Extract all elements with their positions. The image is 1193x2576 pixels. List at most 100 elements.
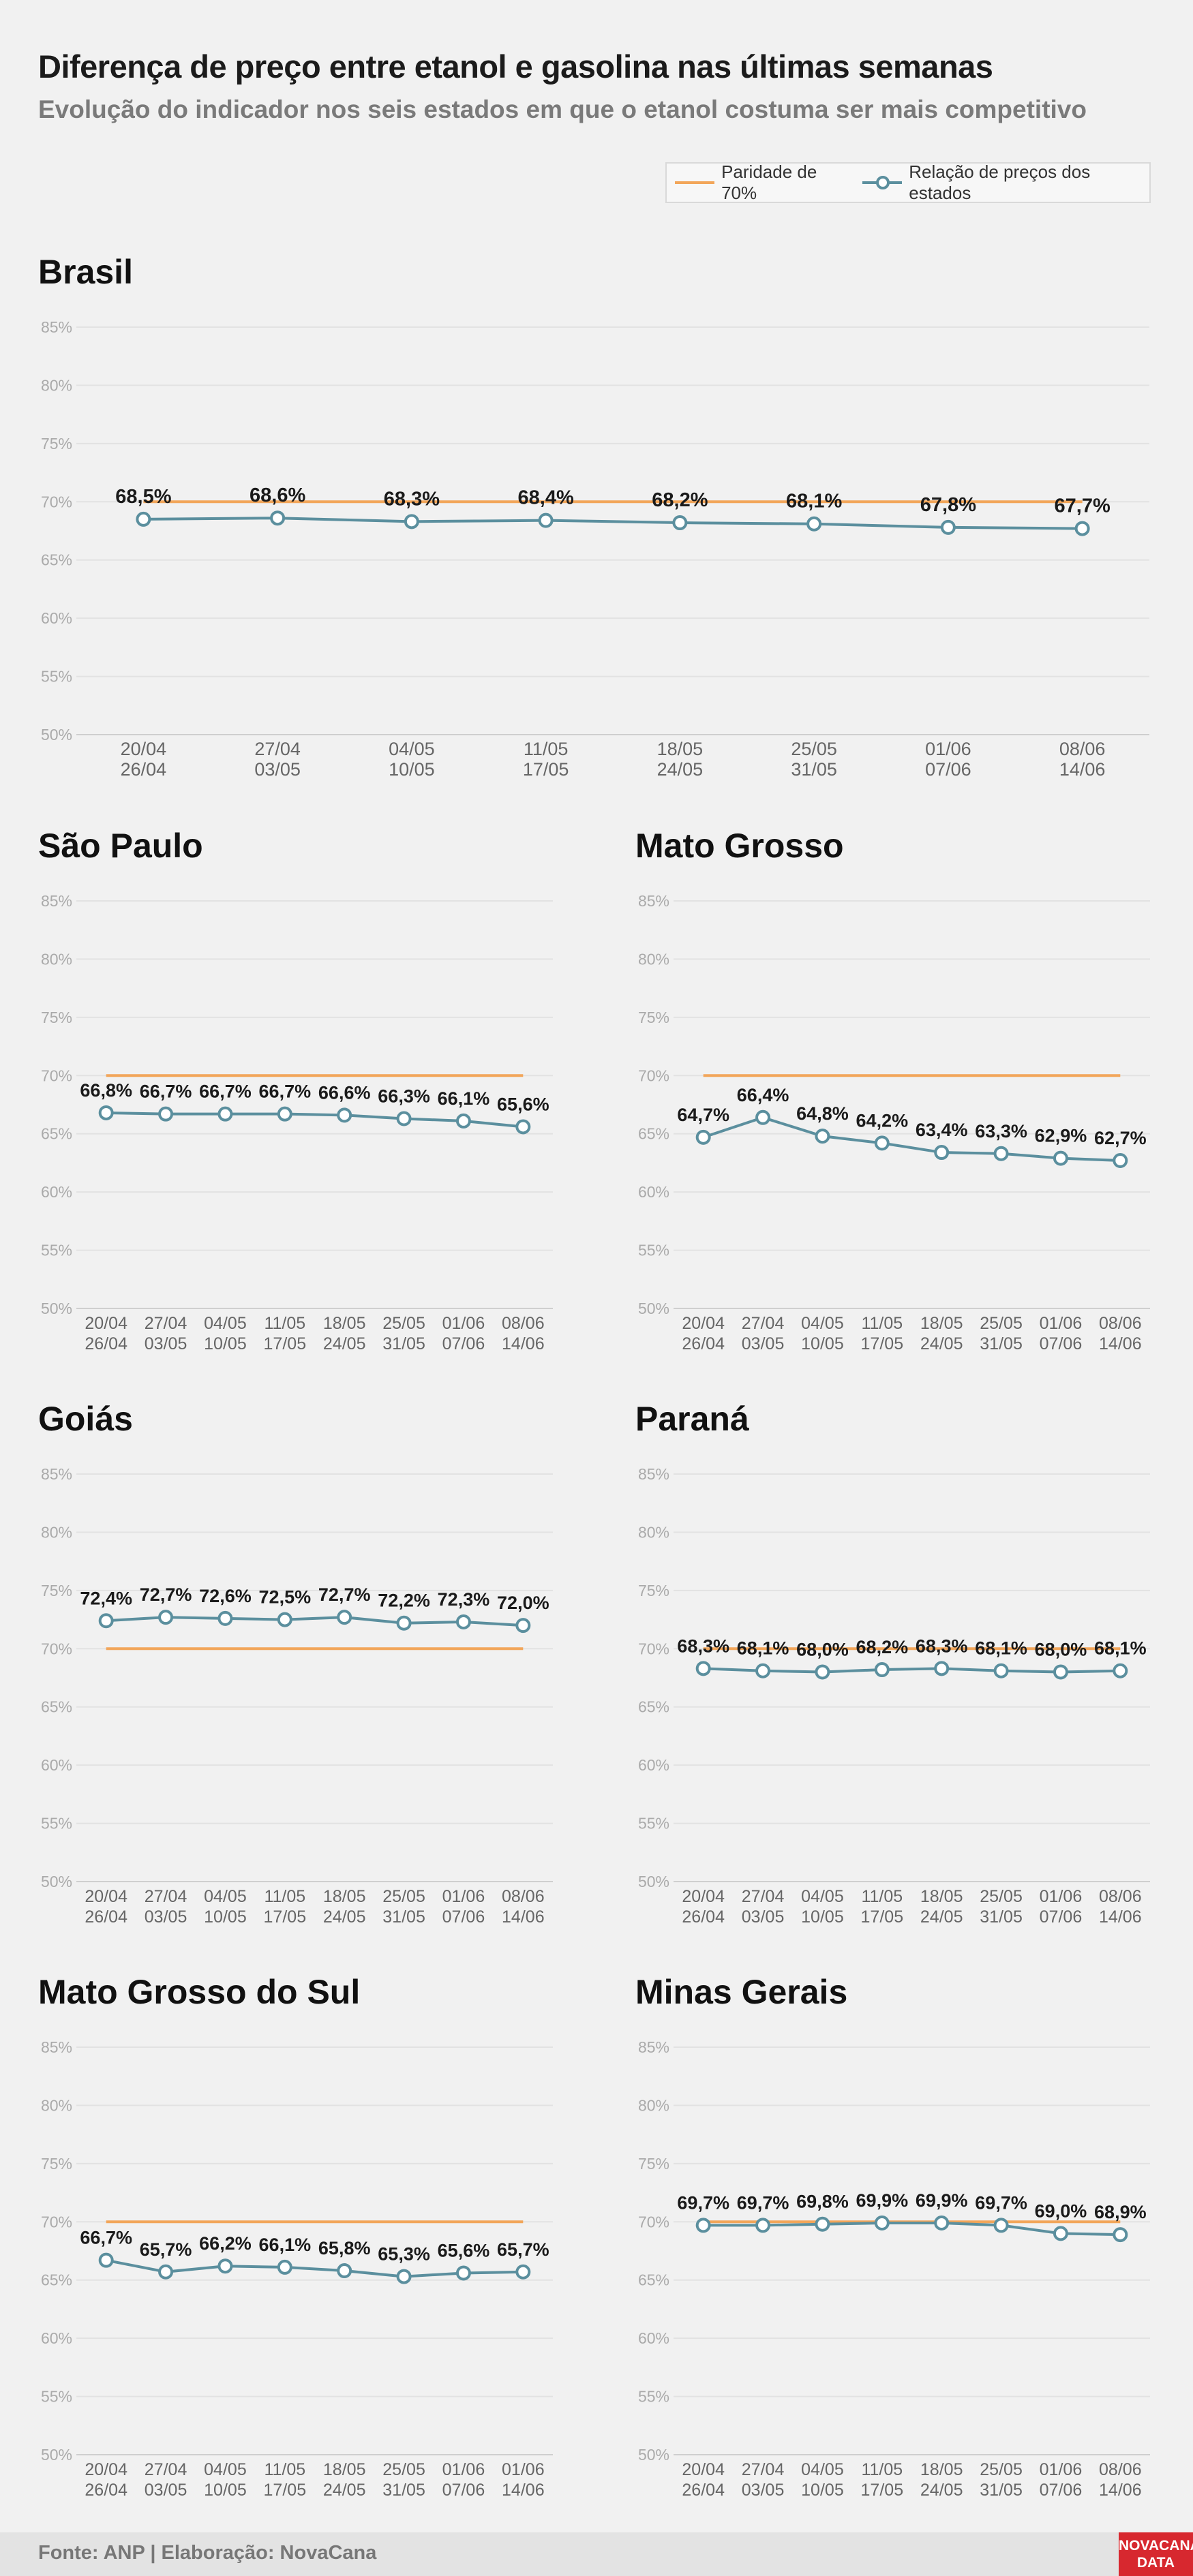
- data-point: [755, 1663, 771, 1678]
- y-tick-label: 70%: [41, 2213, 72, 2230]
- chart-legend: Paridade de 70% Relação de preços dos es…: [665, 162, 1151, 203]
- legend-item-parity: Paridade de 70%: [675, 162, 853, 204]
- y-tick-label: 60%: [638, 2329, 669, 2347]
- data-point: [874, 1135, 890, 1151]
- x-tick-line: 07/06: [442, 1334, 485, 1353]
- x-tick-label: 11/05 17/05: [523, 739, 569, 780]
- y-tick-label: 75%: [638, 1582, 669, 1599]
- data-point: [515, 1618, 531, 1634]
- legend-item-series: Relação de preços dos estados: [862, 162, 1149, 204]
- data-label: 68,9%: [1094, 2202, 1147, 2222]
- x-tick-line: 11/05: [861, 2460, 903, 2479]
- data-point: [217, 1610, 233, 1626]
- y-tick-label: 55%: [41, 1242, 72, 1259]
- y-tick-label: 70%: [41, 1067, 72, 1084]
- chart-goias: Goiás 50% 55% 60% 65% 70% 75% 80% 85% 20/04 26/04…: [38, 1399, 567, 1944]
- x-tick-line: 14/06: [1099, 1907, 1142, 1927]
- x-tick-line: 17/05: [523, 759, 569, 780]
- data-label: 62,9%: [1035, 1126, 1087, 1146]
- x-tick-label: 08/06 14/06: [1099, 1887, 1142, 1927]
- data-label: 66,1%: [438, 1088, 490, 1109]
- data-label: 65,7%: [140, 2239, 192, 2260]
- data-label: 68,6%: [250, 485, 305, 506]
- chart-sao-paulo: São Paulo 50% 55% 60% 65% 70% 75% 80% 85% 20/04 2…: [38, 826, 567, 1371]
- x-tick-label: 27/04 03/05: [145, 2460, 187, 2500]
- y-tick-label: 80%: [41, 376, 72, 394]
- x-tick-line: 31/05: [980, 2481, 1023, 2500]
- x-tick-line: 18/05: [323, 1314, 366, 1333]
- x-tick-line: 14/06: [502, 1907, 545, 1927]
- logo-line-1: NOVACANA: [1119, 2538, 1193, 2554]
- x-tick-line: 08/06: [1099, 2460, 1142, 2479]
- x-tick-label: 01/06 07/06: [925, 739, 971, 780]
- data-point: [806, 516, 822, 532]
- x-tick-line: 17/05: [264, 1334, 307, 1353]
- novacana-data-logo: NOVACANA DATA: [1119, 2532, 1193, 2576]
- data-label: 69,0%: [1035, 2201, 1087, 2221]
- data-label: 69,9%: [916, 2190, 968, 2211]
- data-label: 68,5%: [115, 486, 171, 508]
- chart-title: Brasil: [38, 253, 133, 291]
- y-tick-label: 65%: [638, 1125, 669, 1143]
- x-tick-label: 11/05 17/05: [264, 2460, 307, 2500]
- x-tick-line: 27/04: [742, 1887, 785, 1906]
- x-tick-line: 14/06: [502, 2481, 545, 2500]
- y-tick-label: 75%: [41, 1582, 72, 1599]
- y-tick-label: 85%: [638, 892, 669, 910]
- data-label: 66,4%: [737, 1085, 789, 1105]
- x-tick-line: 14/06: [502, 1334, 545, 1353]
- x-tick-line: 03/05: [742, 1334, 785, 1353]
- x-tick-label: 08/06 14/06: [502, 1314, 545, 1353]
- x-tick-line: 10/05: [801, 2481, 844, 2500]
- x-tick-line: 01/06: [442, 2460, 485, 2479]
- y-tick-label: 65%: [638, 2271, 669, 2289]
- data-label: 66,6%: [318, 1082, 371, 1103]
- x-tick-line: 20/04: [682, 1887, 725, 1906]
- data-label: 68,2%: [652, 489, 708, 511]
- x-tick-line: 24/05: [323, 1334, 366, 1353]
- x-tick-line: 01/06: [442, 1887, 485, 1906]
- data-point: [695, 2218, 711, 2233]
- y-tick-label: 70%: [41, 493, 72, 510]
- y-tick-label: 80%: [41, 950, 72, 968]
- x-tick-line: 18/05: [323, 1887, 366, 1906]
- x-tick-line: 14/06: [1099, 1334, 1142, 1353]
- data-point: [396, 2269, 412, 2284]
- x-tick-line: 01/06: [442, 1314, 485, 1333]
- series-line: [703, 2221, 1121, 2237]
- data-point: [455, 1614, 471, 1629]
- x-tick-line: 31/05: [980, 1334, 1023, 1353]
- x-tick-label: 04/05 10/05: [801, 2460, 844, 2500]
- data-point: [98, 1613, 114, 1629]
- x-tick-line: 10/05: [389, 759, 435, 780]
- y-tick-label: 75%: [41, 1009, 72, 1026]
- data-point: [337, 1610, 352, 1625]
- x-tick-line: 20/04: [85, 1887, 127, 1906]
- x-tick-line: 04/05: [389, 739, 435, 759]
- data-point: [934, 1661, 950, 1676]
- x-tick-label: 25/05 31/05: [382, 2460, 425, 2500]
- x-tick-line: 27/04: [145, 1314, 187, 1333]
- x-tick-label: 25/05 31/05: [980, 1314, 1023, 1353]
- x-tick-label: 25/05 31/05: [382, 1314, 425, 1353]
- data-point: [1053, 1150, 1068, 1166]
- x-tick-label: 20/04 26/04: [85, 1314, 127, 1353]
- x-tick-line: 25/05: [980, 2460, 1023, 2479]
- y-tick-label: 60%: [41, 609, 72, 627]
- x-tick-label: 08/06 14/06: [1059, 739, 1106, 780]
- x-tick-line: 07/06: [1040, 2481, 1083, 2500]
- x-tick-line: 03/05: [254, 759, 301, 780]
- x-tick-line: 08/06: [1059, 739, 1106, 759]
- x-tick-line: 25/05: [980, 1314, 1023, 1333]
- x-tick-line: 04/05: [204, 2460, 247, 2479]
- chart-minas-gerais: Minas Gerais 50% 55% 60% 65% 70% 75% 80% 85% 20/…: [635, 1972, 1164, 2517]
- data-point: [934, 1145, 950, 1161]
- x-tick-line: 24/05: [920, 1334, 963, 1353]
- y-tick-label: 60%: [638, 1756, 669, 1774]
- x-tick-line: 03/05: [145, 1907, 187, 1927]
- chart-title: Mato Grosso do Sul: [38, 1973, 361, 2011]
- x-tick-line: 31/05: [382, 1334, 425, 1353]
- y-tick-label: 75%: [638, 2155, 669, 2173]
- x-tick-line: 26/04: [85, 1334, 127, 1353]
